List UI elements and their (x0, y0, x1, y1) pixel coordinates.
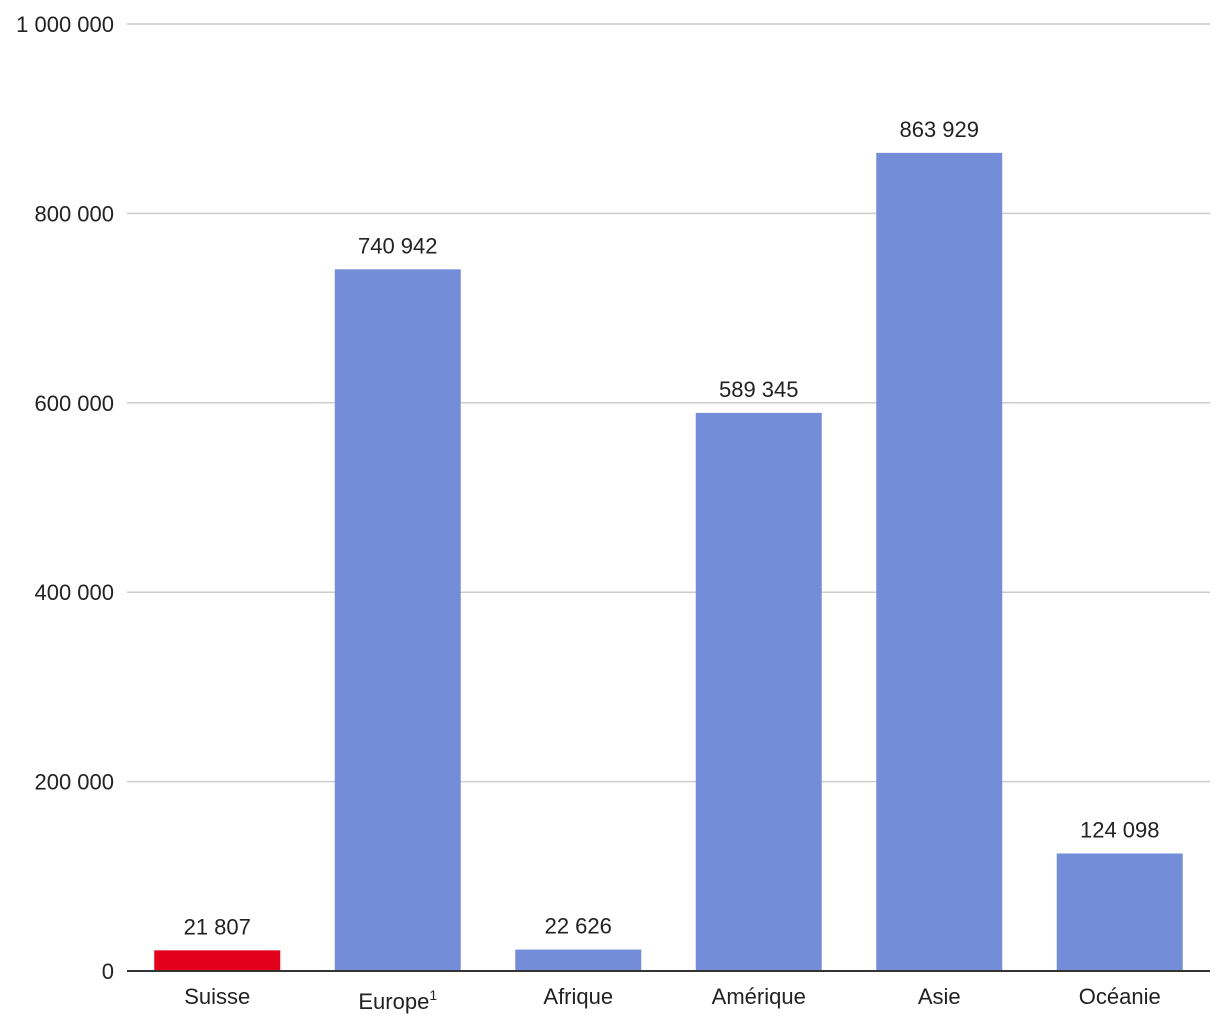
y-tick-label: 600 000 (34, 391, 114, 416)
bar-europe (334, 269, 461, 972)
y-tick-label: 0 (102, 959, 114, 984)
bar-suisse (154, 950, 281, 971)
x-tick-label: Amérique (712, 984, 806, 1009)
x-tick-label: Asie (918, 984, 961, 1009)
x-tick-label: Suisse (184, 984, 250, 1009)
x-tick-label: Europe1 (358, 987, 437, 1014)
x-tick-label: Océanie (1079, 984, 1161, 1009)
bar-value-label: 740 942 (358, 233, 438, 258)
bar-afrique (515, 949, 642, 971)
x-tick-label: Afrique (543, 984, 613, 1009)
bar-value-label: 863 929 (899, 117, 979, 142)
y-tick-label: 800 000 (34, 201, 114, 226)
bar-amerique (695, 412, 822, 972)
bar-value-label: 22 626 (545, 914, 612, 939)
bar-value-label: 589 345 (719, 377, 799, 402)
y-tick-label: 400 000 (34, 580, 114, 605)
bar-asie (876, 152, 1003, 971)
bar-oceanie (1056, 853, 1183, 971)
y-tick-label: 200 000 (34, 770, 114, 795)
grid-layer (127, 23, 1210, 783)
bar-value-label: 124 098 (1080, 817, 1160, 842)
bars-layer (154, 152, 1183, 972)
labels-layer: 0 200 000 400 000 600 000 800 000 1 000 000 21… (16, 12, 1161, 1014)
y-tick-label: 1 000 000 (16, 12, 114, 37)
bar-value-label: 21 807 (184, 914, 251, 939)
